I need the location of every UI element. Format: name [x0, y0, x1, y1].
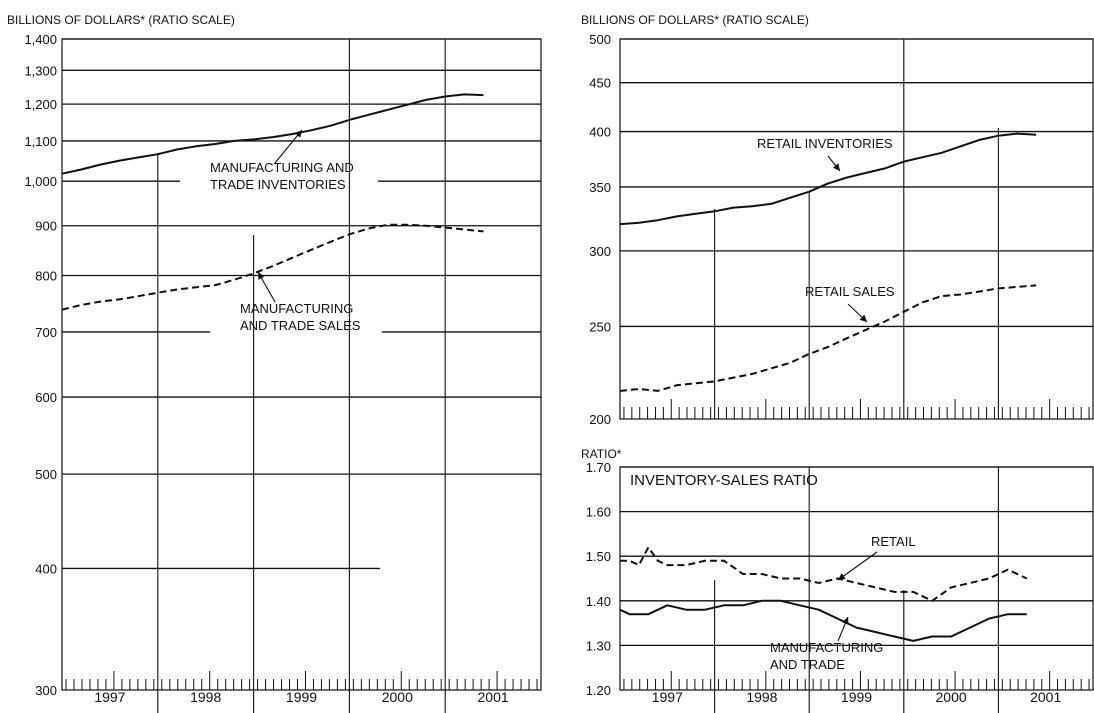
- y-tick-label-right-bottom-1: 1.30: [586, 638, 611, 653]
- y-tick-label-right-top-3: 350: [589, 180, 611, 195]
- series-line-left-0: [61, 93, 484, 175]
- x-tick-label-right-bottom-1: 1998: [746, 689, 777, 705]
- y-tick-label-left-3: 600: [35, 390, 57, 405]
- y-tick-label-left-0: 300: [35, 683, 57, 698]
- y-tick-label-right-bottom-2: 1.40: [586, 594, 611, 609]
- annotation-arrowhead-right-top-0: [832, 163, 840, 171]
- y-tick-label-left-6: 900: [35, 219, 57, 234]
- x-tick-label-left-0: 1997: [94, 689, 125, 705]
- annotation-arrowhead-right-bottom-0: [838, 573, 846, 580]
- annotation-right-bottom-0: RETAIL: [871, 534, 916, 549]
- series-line-left-1: [61, 223, 484, 311]
- x-tick-label-right-bottom-0: 1997: [652, 689, 683, 705]
- annotation-right-top-0: RETAIL INVENTORIES: [757, 136, 893, 151]
- y-tick-label-right-top-0: 200: [589, 412, 611, 427]
- annotation-left-1: TRADE INVENTORIES: [210, 177, 346, 192]
- plot-frame-left: [61, 38, 542, 691]
- y-tick-label-left-11: 1,400: [24, 32, 57, 47]
- y-tick-label-left-10: 1,300: [24, 63, 57, 78]
- chart-title-right-bottom: INVENTORY-SALES RATIO: [630, 472, 818, 489]
- y-axis-title-right-bottom: RATIO*: [581, 447, 622, 461]
- y-axis-title-right-top: BILLIONS OF DOLLARS* (RATIO SCALE): [581, 13, 809, 27]
- y-tick-label-left-8: 1,100: [24, 134, 57, 149]
- annotation-right-bottom-1: MANUFACTURING: [770, 640, 883, 655]
- chart-panel-left: [61, 38, 542, 713]
- plot-frame-right-top: [619, 38, 1094, 420]
- y-axis-title-left: BILLIONS OF DOLLARS* (RATIO SCALE): [7, 13, 235, 27]
- series-line-right-bottom-0: [620, 545, 1028, 602]
- annotation-right-top-1: RETAIL SALES: [805, 284, 895, 299]
- annotation-right-bottom-2: AND TRADE: [770, 657, 845, 672]
- y-tick-label-right-top-2: 300: [589, 244, 611, 259]
- y-tick-label-left-5: 800: [35, 268, 57, 283]
- annotation-arrowhead-left-0: [294, 130, 302, 138]
- annotation-left-0: MANUFACTURING AND: [210, 160, 354, 175]
- annotation-arrow-right-bottom-0: [837, 551, 878, 581]
- y-tick-label-left-4: 700: [35, 325, 57, 340]
- x-tick-label-left-3: 2000: [382, 689, 413, 705]
- y-tick-label-left-2: 500: [35, 467, 57, 482]
- y-tick-label-right-bottom-3: 1.50: [586, 549, 611, 564]
- y-tick-label-left-7: 1,000: [24, 174, 57, 189]
- y-tick-label-right-top-6: 500: [589, 32, 611, 47]
- series-line-right-top-1: [619, 284, 1037, 392]
- series-line-right-bottom-1: [619, 599, 1027, 642]
- series-line-right-top-0: [619, 132, 1037, 226]
- chart-panel-right-bottom: [619, 466, 1094, 713]
- x-tick-label-left-2: 1999: [286, 689, 317, 705]
- annotation-arrow-left-0: [274, 129, 303, 164]
- y-tick-label-right-bottom-0: 1.20: [586, 683, 611, 698]
- y-tick-label-left-1: 400: [35, 561, 57, 576]
- annotation-arrowhead-right-bottom-1: [842, 617, 849, 625]
- y-tick-label-right-top-5: 450: [589, 76, 611, 91]
- x-tick-label-left-4: 2001: [478, 689, 509, 705]
- y-tick-label-left-9: 1,200: [24, 97, 57, 112]
- y-tick-label-right-bottom-4: 1.60: [586, 505, 611, 520]
- y-tick-label-right-top-1: 250: [589, 319, 611, 334]
- x-tick-label-right-bottom-4: 2001: [1030, 689, 1061, 705]
- chart-panel-right-top: [619, 38, 1094, 420]
- x-tick-label-right-bottom-3: 2000: [936, 689, 967, 705]
- x-tick-label-right-bottom-2: 1999: [841, 689, 872, 705]
- annotation-arrowhead-right-top-1: [859, 314, 867, 322]
- annotation-left-2: MANUFACTURING: [240, 301, 353, 316]
- annotation-left-3: AND TRADE SALES: [240, 318, 361, 333]
- x-tick-label-left-1: 1998: [190, 689, 221, 705]
- y-tick-label-right-top-4: 400: [589, 125, 611, 140]
- plot-frame-right-bottom: [619, 466, 1094, 691]
- annotation-arrowhead-left-1: [258, 272, 265, 280]
- y-tick-label-right-bottom-5: 1.70: [586, 460, 611, 475]
